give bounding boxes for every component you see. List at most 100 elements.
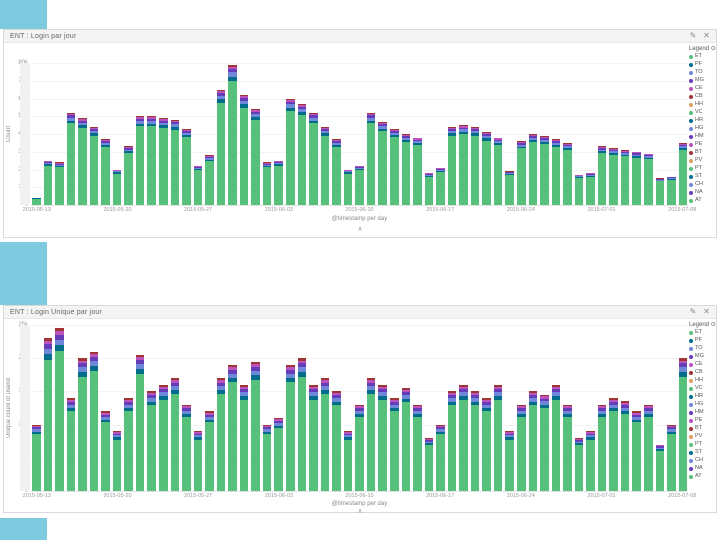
bar-segment[interactable] <box>55 166 64 168</box>
bar-segment[interactable] <box>505 175 514 205</box>
bar-segment[interactable] <box>667 429 676 432</box>
bar-segment[interactable] <box>182 132 191 136</box>
bar-segment[interactable] <box>609 154 618 205</box>
bar[interactable] <box>55 328 64 491</box>
bar-segment[interactable] <box>505 439 514 491</box>
legend-item[interactable]: BT <box>689 149 714 157</box>
bar-segment[interactable] <box>609 398 618 400</box>
bar-segment[interactable] <box>401 134 411 135</box>
bar-segment[interactable] <box>274 425 284 429</box>
bar-segment[interactable] <box>540 136 549 138</box>
bar-segment[interactable] <box>239 98 249 101</box>
bar-segment[interactable] <box>274 423 284 426</box>
bar-segment[interactable] <box>620 410 630 414</box>
bar-segment[interactable] <box>147 121 157 124</box>
bar-segment[interactable] <box>78 372 87 377</box>
bar-segment[interactable] <box>112 169 122 171</box>
bar-segment[interactable] <box>43 161 53 164</box>
bar-segment[interactable] <box>216 393 226 491</box>
bar-segment[interactable] <box>470 131 480 134</box>
bar-segment[interactable] <box>551 146 561 205</box>
legend-item[interactable]: PV <box>689 157 714 165</box>
legend-item[interactable]: PF <box>689 61 714 69</box>
bar[interactable] <box>413 404 422 491</box>
bar-segment[interactable] <box>678 358 688 361</box>
bar[interactable] <box>274 160 284 205</box>
bar-segment[interactable] <box>78 367 87 373</box>
legend-item[interactable]: HM <box>689 409 714 417</box>
bar-segment[interactable] <box>355 404 364 407</box>
bar-segment[interactable] <box>378 392 387 396</box>
bar-segment[interactable] <box>643 155 653 157</box>
bar-segment[interactable] <box>274 161 284 162</box>
bar[interactable] <box>309 384 318 491</box>
bar-segment[interactable] <box>182 129 191 131</box>
bar[interactable] <box>413 137 422 205</box>
bar-segment[interactable] <box>170 393 180 491</box>
bar-segment[interactable] <box>574 177 584 179</box>
bar-segment[interactable] <box>262 166 272 168</box>
bar-segment[interactable] <box>459 129 468 132</box>
plot-area[interactable] <box>31 63 688 206</box>
bar[interactable] <box>667 424 676 491</box>
bar-segment[interactable] <box>112 172 122 174</box>
bar[interactable] <box>239 384 249 491</box>
bar-segment[interactable] <box>447 127 457 130</box>
bar-segment[interactable] <box>124 398 133 400</box>
bar-segment[interactable] <box>447 126 457 128</box>
bar-segment[interactable] <box>78 122 87 126</box>
bar-segment[interactable] <box>147 123 157 127</box>
bar-segment[interactable] <box>632 422 641 491</box>
bar-segment[interactable] <box>597 408 607 411</box>
bar[interactable] <box>505 431 514 491</box>
bar-segment[interactable] <box>436 433 445 491</box>
bar-segment[interactable] <box>528 391 538 394</box>
bar-segment[interactable] <box>78 360 87 364</box>
bar[interactable] <box>309 112 318 205</box>
bar[interactable] <box>436 424 445 491</box>
bar-segment[interactable] <box>459 389 468 393</box>
bar-segment[interactable] <box>297 360 307 364</box>
bar-segment[interactable] <box>540 139 549 142</box>
bar-segment[interactable] <box>540 401 549 405</box>
bar-segment[interactable] <box>216 91 226 94</box>
bar-segment[interactable] <box>32 424 41 426</box>
legend-item[interactable]: CH <box>689 181 714 189</box>
bar-segment[interactable] <box>447 131 457 134</box>
bar[interactable] <box>597 404 607 491</box>
bar-segment[interactable] <box>89 131 99 134</box>
bar-segment[interactable] <box>286 110 295 205</box>
bar-segment[interactable] <box>667 179 676 205</box>
legend-item[interactable]: PE <box>689 417 714 425</box>
bar[interactable] <box>528 134 538 205</box>
bar-segment[interactable] <box>389 398 399 400</box>
bar-segment[interactable] <box>262 424 272 426</box>
bar-segment[interactable] <box>551 139 561 141</box>
bar-segment[interactable] <box>482 138 491 141</box>
bar-segment[interactable] <box>528 405 538 491</box>
bar-segment[interactable] <box>286 99 295 102</box>
bar[interactable] <box>447 391 457 491</box>
bar-segment[interactable] <box>378 384 387 387</box>
bar-segment[interactable] <box>563 408 572 411</box>
bar-segment[interactable] <box>182 410 191 414</box>
legend-item[interactable]: ET <box>689 329 714 337</box>
bar[interactable] <box>482 398 491 491</box>
legend-title[interactable]: Legend ⊙ <box>689 46 716 52</box>
bar[interactable] <box>655 444 665 491</box>
bar-segment[interactable] <box>540 135 549 137</box>
bar-segment[interactable] <box>643 159 653 205</box>
bar[interactable] <box>159 118 168 205</box>
bar-segment[interactable] <box>216 389 226 394</box>
bar-segment[interactable] <box>482 133 491 135</box>
bar[interactable] <box>424 173 434 205</box>
bar-segment[interactable] <box>609 151 618 153</box>
bar-segment[interactable] <box>632 157 641 205</box>
bar-segment[interactable] <box>32 425 41 428</box>
bar-segment[interactable] <box>436 169 445 171</box>
bar-segment[interactable] <box>297 109 307 113</box>
bar-segment[interactable] <box>609 148 618 149</box>
bar-segment[interactable] <box>540 408 549 491</box>
bar-segment[interactable] <box>135 123 145 127</box>
bar[interactable] <box>124 398 133 491</box>
